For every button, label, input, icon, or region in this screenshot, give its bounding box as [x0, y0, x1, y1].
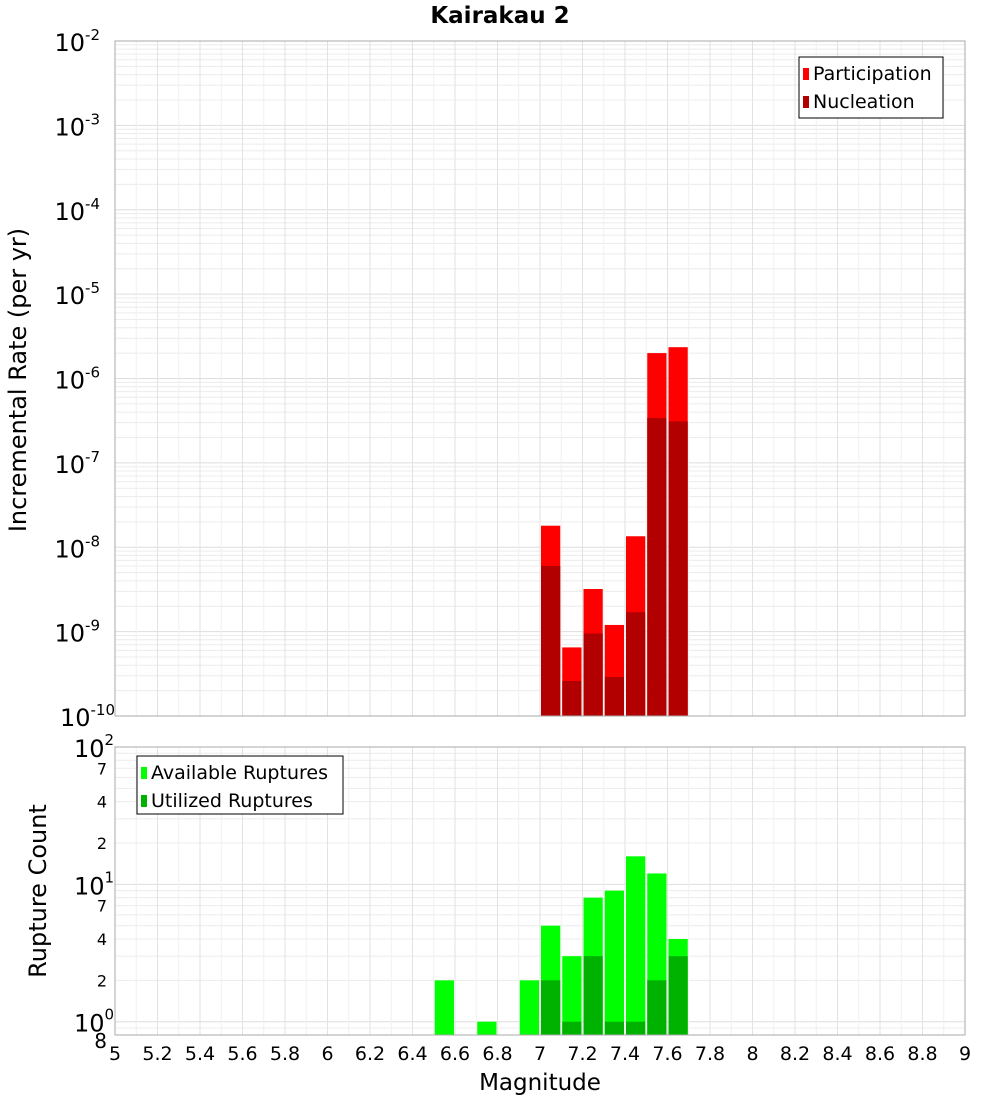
y-tick-label: 10-7 [54, 448, 100, 479]
series1-bar [519, 980, 539, 1035]
series2-bar [626, 612, 646, 716]
x-tick-label: 5.2 [142, 1043, 172, 1065]
y-tick-label: 10-3 [54, 110, 100, 141]
x-tick-label: 5.6 [227, 1043, 257, 1065]
series2-bar [562, 680, 582, 716]
x-tick-label: 6.8 [482, 1043, 512, 1065]
series1-bar [434, 980, 454, 1035]
series2-bar [583, 633, 603, 716]
top-y-axis-label: Incremental Rate (per yr) [4, 228, 32, 532]
x-tick-label: 6.6 [440, 1043, 470, 1065]
legend-label: Participation [813, 63, 932, 85]
y-minor-tick-label: 7 [97, 759, 107, 778]
series1-bar [626, 856, 646, 1035]
top-plot-area: Participation Nucleation 10-2 10-3 10-4 10-5 1… [54, 26, 966, 732]
x-tick-label: 8.8 [907, 1043, 937, 1065]
x-tick-label: 9 [959, 1043, 971, 1065]
x-tick-label: 8.4 [822, 1043, 852, 1065]
legend-label: Utilized Ruptures [151, 790, 313, 812]
series2-bar [541, 565, 561, 716]
y-tick-label: 10-2 [54, 26, 100, 57]
y-tick-label: 10-4 [54, 195, 100, 226]
series2-bar [668, 956, 688, 1035]
series1-bar [604, 890, 624, 1035]
x-tick-label: 5.8 [270, 1043, 300, 1065]
x-tick-label: 7 [534, 1043, 546, 1065]
legend-label: Available Ruptures [151, 762, 328, 784]
x-tick-label: 7.2 [567, 1043, 597, 1065]
series1-bar [477, 1021, 497, 1035]
y-tick-label: 100 [74, 1006, 114, 1038]
bottom-y-axis-label: Rupture Count [24, 804, 52, 978]
y-tick-label: 10-5 [54, 279, 100, 310]
series2-bar [583, 956, 603, 1035]
series2-bar [541, 980, 561, 1035]
series2-bar [562, 1021, 582, 1035]
x-tick-label: 8 [746, 1043, 758, 1065]
series2-bar [668, 421, 688, 716]
series1-bar [562, 956, 582, 1035]
y-minor-tick-label: 2 [97, 971, 107, 990]
series2-bar [647, 980, 667, 1035]
y-minor-tick-label: 8 [94, 1029, 107, 1053]
chart-title: Kairakau 2 [430, 3, 569, 29]
series2-bar [647, 418, 667, 716]
y-minor-tick-label: 4 [97, 930, 107, 949]
y-minor-tick-label: 7 [97, 897, 107, 916]
y-minor-tick-label: 2 [97, 834, 107, 853]
x-tick-label: 6 [321, 1043, 333, 1065]
x-tick-label: 6.2 [355, 1043, 385, 1065]
series2-bar [626, 1021, 646, 1035]
bottom-plot-area: Available Ruptures Utilized Ruptures 100 10… [74, 731, 971, 1065]
y-minor-tick-label: 4 [97, 793, 107, 812]
series2-bar [604, 1021, 624, 1035]
x-tick-label: 5 [109, 1043, 121, 1065]
y-tick-label: 101 [74, 868, 114, 900]
x-tick-label: 7.4 [610, 1043, 640, 1065]
y-tick-label: 10-10 [60, 701, 115, 732]
x-tick-label: 6.4 [397, 1043, 427, 1065]
plot-border [114, 746, 966, 1036]
series2-bar [604, 676, 624, 716]
legend-label: Nucleation [813, 91, 915, 113]
x-tick-label: 8.6 [865, 1043, 895, 1065]
x-tick-label: 8.2 [780, 1043, 810, 1065]
legend-swatch [803, 96, 809, 108]
plot-border [114, 40, 966, 717]
y-tick-label: 102 [74, 731, 114, 763]
x-tick-label: 5.4 [185, 1043, 215, 1065]
x-tick-label: 7.6 [652, 1043, 682, 1065]
x-tick-label: 7.8 [695, 1043, 725, 1065]
legend-swatch [141, 767, 147, 779]
y-tick-label: 10-9 [54, 617, 100, 648]
y-tick-label: 10-6 [54, 364, 100, 395]
y-tick-label: 10-8 [54, 532, 100, 563]
legend-box [798, 56, 944, 119]
legend-box [136, 755, 344, 815]
legend-swatch [803, 68, 809, 80]
legend-swatch [141, 795, 147, 807]
x-axis-label: Magnitude [479, 1070, 601, 1096]
